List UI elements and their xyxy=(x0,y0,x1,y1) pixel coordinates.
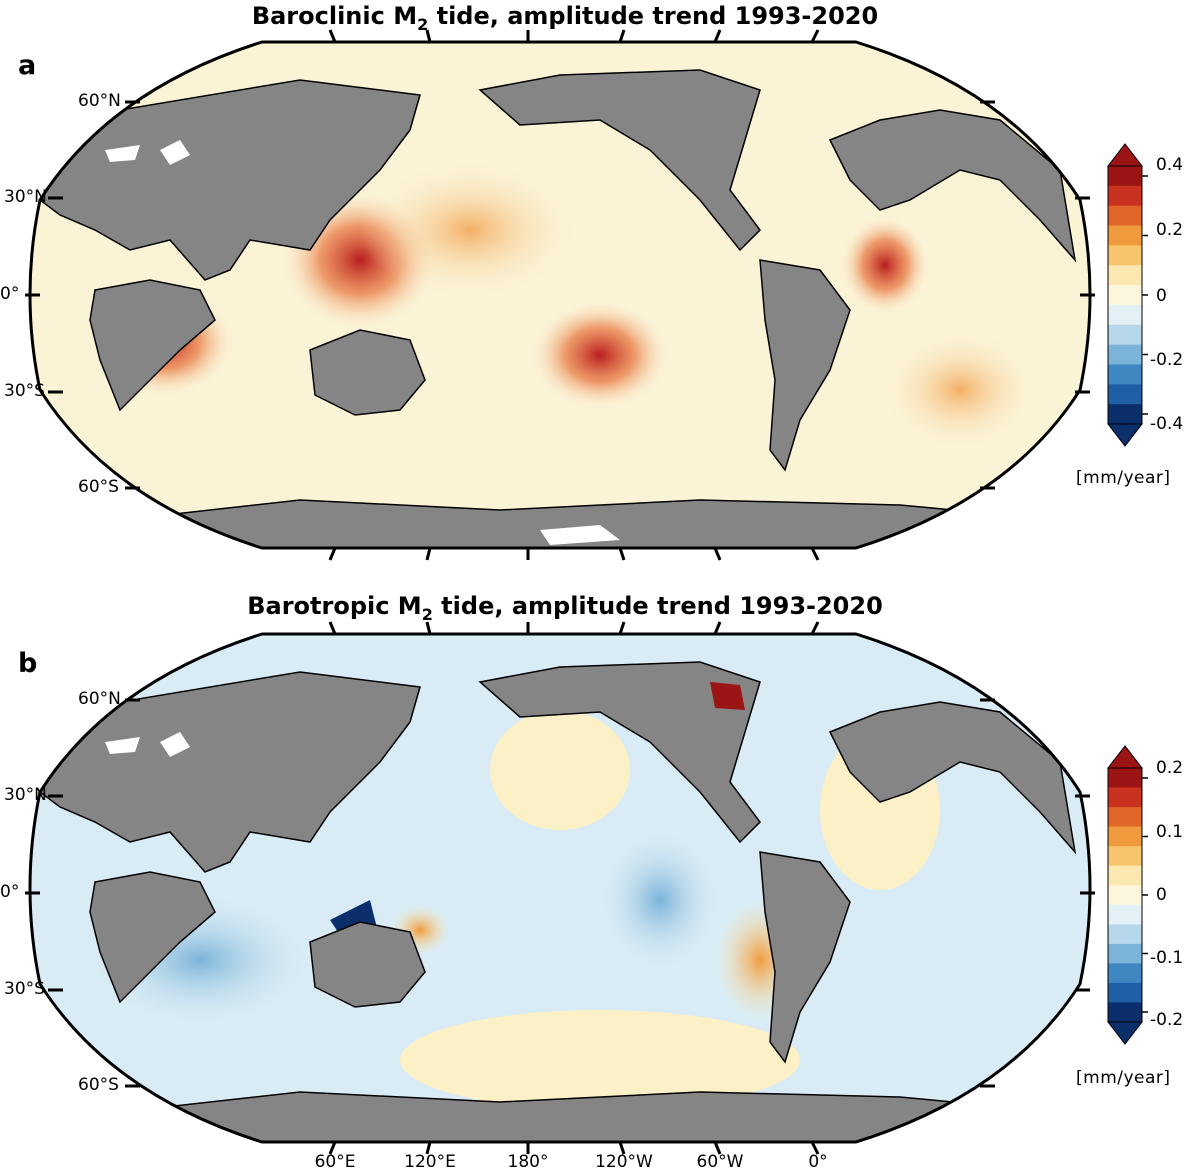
lat-label-60s: 60°S xyxy=(78,477,119,497)
colorbar-min-arrow xyxy=(1106,423,1144,447)
cbar-b-unit: [mm/year] xyxy=(1076,1068,1171,1088)
colorbar-segment xyxy=(1108,364,1142,385)
lat-ticks-a xyxy=(25,100,1095,490)
panel-b-title: Barotropic M2 tide, amplitude trend 1993… xyxy=(247,592,883,624)
map-frame-a xyxy=(28,40,1092,550)
land-europe-africa xyxy=(828,109,1077,263)
colorbar-a xyxy=(1106,143,1148,447)
land-africa-west-b xyxy=(89,871,216,1004)
cbar-b-tick-0: 0.2 xyxy=(1156,758,1184,778)
low-east-pacific xyxy=(600,830,720,970)
lat-label-60n-b: 60°N xyxy=(78,689,121,709)
colorbar-segment xyxy=(1108,285,1142,306)
lat-ticks-b xyxy=(25,698,1095,1088)
colorbar-segment xyxy=(1108,324,1142,346)
ice-patches-b xyxy=(105,732,190,757)
colorbar-segment xyxy=(1108,807,1142,828)
lon-label-0: 0° xyxy=(808,1152,828,1172)
land-north-america xyxy=(478,69,761,252)
lon-ticks-b xyxy=(328,621,820,1155)
land-south-america-b xyxy=(759,851,851,1064)
land-africa-west xyxy=(89,279,216,412)
colorbar-segment xyxy=(1108,166,1142,187)
colorbar-max-arrow xyxy=(1106,745,1144,769)
colorbar-max-arrow xyxy=(1106,143,1144,167)
lat-label-30n-b: 30°N xyxy=(4,785,47,805)
land-australia xyxy=(309,329,426,416)
cbar-b-tick-3: -0.1 xyxy=(1150,948,1184,968)
lon-label-60e: 60°E xyxy=(314,1152,356,1172)
lat-label-eq: 0° xyxy=(0,284,20,304)
colorbar-segment xyxy=(1108,885,1142,906)
lat-label-30n: 30°N xyxy=(4,187,47,207)
land-north-america-b xyxy=(478,661,761,844)
colorbar-segment xyxy=(1108,225,1142,246)
lon-label-60w: 60°W xyxy=(696,1152,744,1172)
land-masses-a xyxy=(39,69,1077,548)
lon-label-120e: 120°E xyxy=(404,1152,456,1172)
map-a xyxy=(25,29,1148,561)
warm-north-pacific xyxy=(360,160,580,300)
hotspot-amazon-shelf xyxy=(840,215,930,315)
high-southern-ocean xyxy=(400,1010,800,1110)
lat-label-30s: 30°S xyxy=(4,381,45,401)
colorbar-segment xyxy=(1108,404,1142,425)
colorbar-segment xyxy=(1108,384,1142,405)
cbar-b-tick-2: 0 xyxy=(1156,885,1167,905)
map-b xyxy=(25,621,1148,1155)
lon-label-180: 180° xyxy=(507,1152,549,1172)
colorbar-segment xyxy=(1108,344,1142,365)
ice-patches-a xyxy=(105,140,620,545)
lat-label-60n: 60°N xyxy=(78,91,121,111)
warm-south-atlantic xyxy=(880,330,1040,450)
cbar-a-tick-1: 0.2 xyxy=(1156,220,1184,240)
colorbar-b xyxy=(1106,745,1148,1045)
colorbar-segment xyxy=(1108,304,1142,326)
cbar-a-tick-0: 0.4 xyxy=(1156,155,1184,175)
cbar-a-tick-3: -0.2 xyxy=(1150,350,1184,370)
panel-a-title: Baroclinic M2 tide, amplitude trend 1993… xyxy=(251,2,879,34)
lon-ticks-a xyxy=(328,29,820,561)
cbar-a-unit: [mm/year] xyxy=(1076,468,1171,488)
colorbar-segment xyxy=(1108,963,1142,984)
cbar-a-tick-4: -0.4 xyxy=(1150,414,1184,434)
panel-a: Baroclinic M2 tide, amplitude trend 1993… xyxy=(0,0,1200,580)
panel-b-letter: b xyxy=(18,648,38,679)
panel-b: Barotropic M2 tide, amplitude trend 1993… xyxy=(0,590,1200,1176)
colorbar-segment xyxy=(1108,904,1142,925)
land-antarctica-b xyxy=(119,1091,1061,1142)
colorbar-segment xyxy=(1108,865,1142,886)
colorbar-segment xyxy=(1108,982,1142,1003)
colorbar-segment xyxy=(1108,245,1142,266)
colorbar-segment xyxy=(1108,265,1142,286)
land-europe-africa-b xyxy=(828,701,1077,855)
cbar-b-tick-4: -0.2 xyxy=(1150,1010,1184,1030)
lat-label-30s-b: 30°S xyxy=(4,979,45,999)
lat-label-60s-b: 60°S xyxy=(78,1075,119,1095)
land-south-america xyxy=(759,259,851,472)
cbar-a-tick-2: 0 xyxy=(1156,286,1167,306)
colorbar-segment xyxy=(1108,943,1142,964)
colorbar-segment xyxy=(1108,1002,1142,1023)
hotspot-french-polynesia xyxy=(530,300,670,410)
colorbar-segment xyxy=(1108,787,1142,808)
colorbar-min-arrow xyxy=(1106,1021,1144,1045)
lon-label-120w: 120°W xyxy=(595,1152,653,1172)
land-australia-b xyxy=(309,921,426,1008)
colorbar-segment xyxy=(1108,205,1142,227)
colorbar-segment xyxy=(1108,924,1142,945)
land-masses-b xyxy=(39,661,1077,1142)
high-hudson-bay xyxy=(710,682,745,710)
colorbar-segment xyxy=(1108,826,1142,847)
colorbar-segment xyxy=(1108,185,1142,207)
panel-a-letter: a xyxy=(18,50,37,81)
lat-label-eq-b: 0° xyxy=(0,882,20,902)
high-north-pacific xyxy=(490,710,630,830)
map-frame-b xyxy=(28,632,1092,1144)
colorbar-segment xyxy=(1108,846,1142,867)
cbar-b-tick-1: 0.1 xyxy=(1156,822,1184,842)
colorbar-segment xyxy=(1108,768,1142,789)
